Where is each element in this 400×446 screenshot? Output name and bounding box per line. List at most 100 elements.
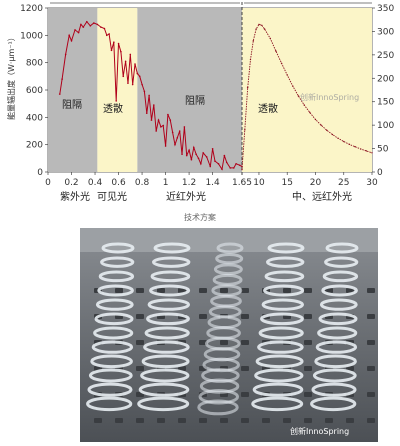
left-y-tick-label: 800 [26, 59, 43, 69]
right-series-point [337, 137, 339, 139]
left-series-point [217, 163, 220, 165]
right-series-point [255, 28, 257, 30]
left-series-point [64, 53, 67, 56]
right-series-point [365, 150, 368, 152]
spectrum-chart: 0 0.2 0.4 0.6 0.8 1 1.2 1.4 1.650200400600800100… [6, 2, 394, 203]
left-x-tick-label: 0.2 [64, 178, 78, 188]
photo-spiral-samples: 创新InnoSpring [80, 228, 378, 442]
left-series-point [238, 164, 241, 166]
left-series-point [192, 146, 195, 149]
left-x-tick-label: 0.8 [135, 178, 150, 188]
left-series-point [185, 154, 188, 157]
right-series-point [286, 74, 288, 76]
left-series-point [89, 24, 92, 27]
left-series-point [214, 160, 216, 162]
left-series-point [197, 157, 200, 160]
left-series-point [80, 23, 82, 26]
left-series-point [58, 93, 61, 95]
right-x-tick-label: 25 [338, 178, 349, 188]
left-series-point [127, 82, 129, 84]
chart-watermark: 创新InnoSpring [300, 92, 359, 102]
left-series-point [221, 168, 223, 171]
right-y-tick-label: 200 [377, 74, 394, 84]
right-series-point [246, 86, 249, 89]
right-series-point [314, 118, 317, 121]
left-y-tick-label: 400 [26, 113, 43, 123]
left-series-point [160, 126, 162, 128]
left-series-point [188, 149, 190, 151]
right-series-point [249, 58, 252, 61]
left-region-2 [137, 8, 242, 172]
right-region-0 [242, 8, 372, 172]
left-series-point [176, 137, 179, 139]
left-series-point [117, 42, 120, 45]
right-series-point [348, 143, 351, 146]
left-series-point [74, 29, 76, 31]
right-y-tick-label: 0 [377, 168, 383, 178]
right-series-point [258, 23, 260, 26]
left-region-1 [97, 8, 138, 172]
y-axis-label: 能量辐出度（W·μm⁻¹） [6, 33, 16, 120]
left-series-point [155, 130, 157, 132]
left-series-point [110, 49, 113, 52]
band-label-mid-far-ir: 中、远红外光 [292, 190, 352, 203]
left-series-point [136, 72, 139, 75]
left-series-point [162, 124, 165, 127]
left-series-point [77, 31, 80, 34]
left-series-point [235, 163, 237, 165]
left-region-label-2: 阻隔 [185, 95, 205, 107]
right-x-tick-label: 30 [366, 178, 378, 188]
left-x-tick-label: 0 [45, 178, 51, 188]
left-series-point [122, 75, 125, 78]
left-series-line [59, 20, 243, 171]
left-series-point [61, 78, 63, 80]
left-series-point [141, 83, 143, 86]
left-series-point [205, 156, 208, 158]
right-series-point [292, 85, 294, 87]
left-series-point [86, 20, 88, 23]
right-series-point [261, 24, 263, 27]
right-x-tick-label: 20 [310, 178, 322, 188]
left-series-point [164, 145, 167, 147]
left-series-point [124, 60, 127, 63]
left-series-point [103, 27, 106, 30]
left-series-point [225, 161, 228, 164]
right-series-point [309, 111, 311, 114]
left-series-point [171, 131, 174, 134]
left-x-tick-label: 1.2 [182, 178, 196, 188]
left-series-point [113, 41, 115, 43]
band-label-near-ir: 近红外光 [166, 190, 206, 203]
left-series-point [100, 26, 102, 28]
left-x-tick-label: 0.4 [88, 178, 103, 188]
right-y-tick-label: 250 [377, 51, 394, 61]
photo-watermark: 创新InnoSpring [290, 427, 350, 436]
right-series-point [331, 133, 334, 136]
left-y-tick-label: 600 [26, 86, 43, 96]
band-label-uv: 紫外光 [60, 190, 90, 203]
left-series-point [232, 167, 235, 169]
left-series-point [82, 26, 85, 28]
right-y-tick-label: 50 [377, 145, 389, 155]
left-series-point [153, 104, 155, 106]
left-series-point [211, 147, 214, 150]
figure-caption: 技术方案 [184, 213, 216, 222]
left-x-tick-label: 0.6 [111, 178, 126, 188]
band-label-visible: 可见光 [97, 190, 127, 203]
right-y-tick-label: 350 [377, 4, 394, 14]
left-series-point [174, 143, 176, 146]
left-y-tick-label: 1200 [20, 4, 43, 14]
left-series-point [120, 50, 122, 53]
left-series-point [108, 33, 110, 35]
right-region-label-0: 透散 [258, 102, 278, 115]
left-series-point [105, 34, 108, 37]
right-series-point [263, 28, 266, 30]
left-series-point [150, 119, 153, 121]
left-series-point [157, 119, 160, 121]
right-y-tick-label: 150 [377, 98, 394, 108]
right-series-point [343, 140, 345, 143]
left-series-point [70, 40, 73, 42]
left-series-point [202, 152, 204, 154]
left-series-point [195, 153, 197, 156]
right-series-point [297, 95, 300, 97]
left-x-tick-label: 1 [163, 178, 169, 188]
